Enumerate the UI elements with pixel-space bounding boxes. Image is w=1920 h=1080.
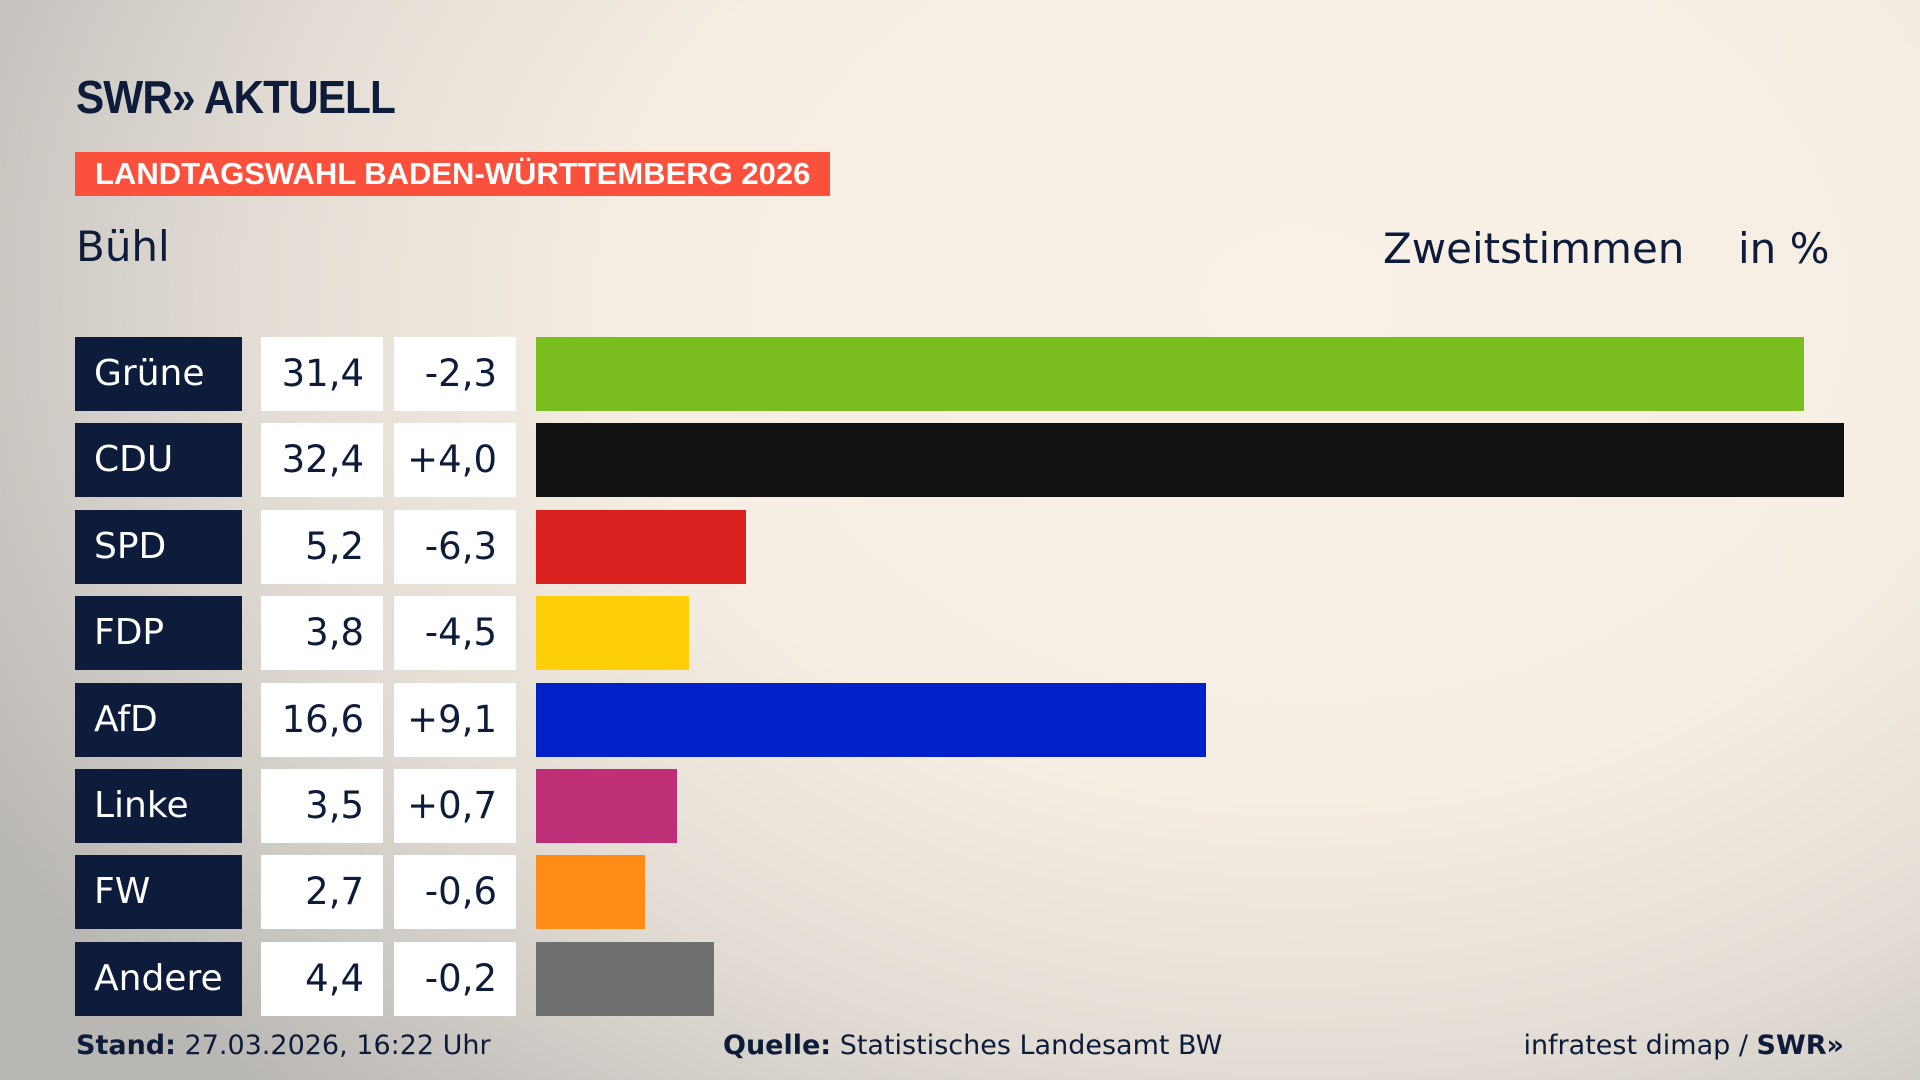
value-label: 31,4 <box>261 337 383 411</box>
bar-grüne <box>536 337 1804 411</box>
value-label: 3,5 <box>261 769 383 843</box>
value-label: 4,4 <box>261 941 383 1016</box>
bar-cdu <box>536 423 1844 498</box>
source-value: Statistisches Landesamt BW <box>839 1030 1223 1061</box>
value-label: 16,6 <box>261 682 383 757</box>
party-label: FW <box>75 855 242 930</box>
source: Quelle: Statistisches Landesamt BW <box>723 1030 1222 1061</box>
timestamp: Stand: 27.03.2026, 16:22 Uhr <box>76 1030 491 1061</box>
party-label: Andere <box>75 941 242 1016</box>
stand-label: Stand: <box>76 1030 176 1061</box>
unit-label: in % <box>1738 224 1830 273</box>
value-label: 32,4 <box>261 423 383 498</box>
party-label: SPD <box>75 509 242 584</box>
bar-fw <box>536 855 645 930</box>
swr-aktuell-logo: SWR» AKTUELL <box>76 71 396 123</box>
vote-type-label: Zweitstimmen <box>1383 224 1685 273</box>
party-label: CDU <box>75 423 242 498</box>
change-label: -2,3 <box>394 337 516 411</box>
bar-andere <box>536 941 714 1016</box>
change-label: -0,6 <box>394 855 516 930</box>
source-label: Quelle: <box>723 1030 832 1061</box>
credit: infratest dimap / SWR» <box>1523 1030 1844 1061</box>
bar-linke <box>536 769 678 843</box>
value-label: 2,7 <box>261 855 383 930</box>
party-label: FDP <box>75 596 242 671</box>
party-label: AfD <box>75 682 242 757</box>
swr-logo: SWR» <box>1756 1030 1844 1061</box>
party-label: Linke <box>75 769 242 843</box>
change-label: -0,2 <box>394 941 516 1016</box>
stand-value: 27.03.2026, 16:22 Uhr <box>184 1030 491 1061</box>
value-label: 3,8 <box>261 596 383 671</box>
bar-afd <box>536 682 1207 757</box>
change-label: +0,7 <box>394 769 516 843</box>
credit-text: infratest dimap / <box>1523 1030 1757 1061</box>
change-label: +4,0 <box>394 423 516 498</box>
party-label: Grüne <box>75 337 242 411</box>
election-banner: LANDTAGSWAHL BADEN-WÜRTTEMBERG 2026 <box>75 152 831 196</box>
change-label: -4,5 <box>394 596 516 671</box>
bar-fdp <box>536 596 690 671</box>
region-title: Bühl <box>76 222 170 271</box>
change-label: +9,1 <box>394 682 516 757</box>
value-label: 5,2 <box>261 509 383 584</box>
bar-spd <box>536 509 746 584</box>
change-label: -6,3 <box>394 509 516 584</box>
